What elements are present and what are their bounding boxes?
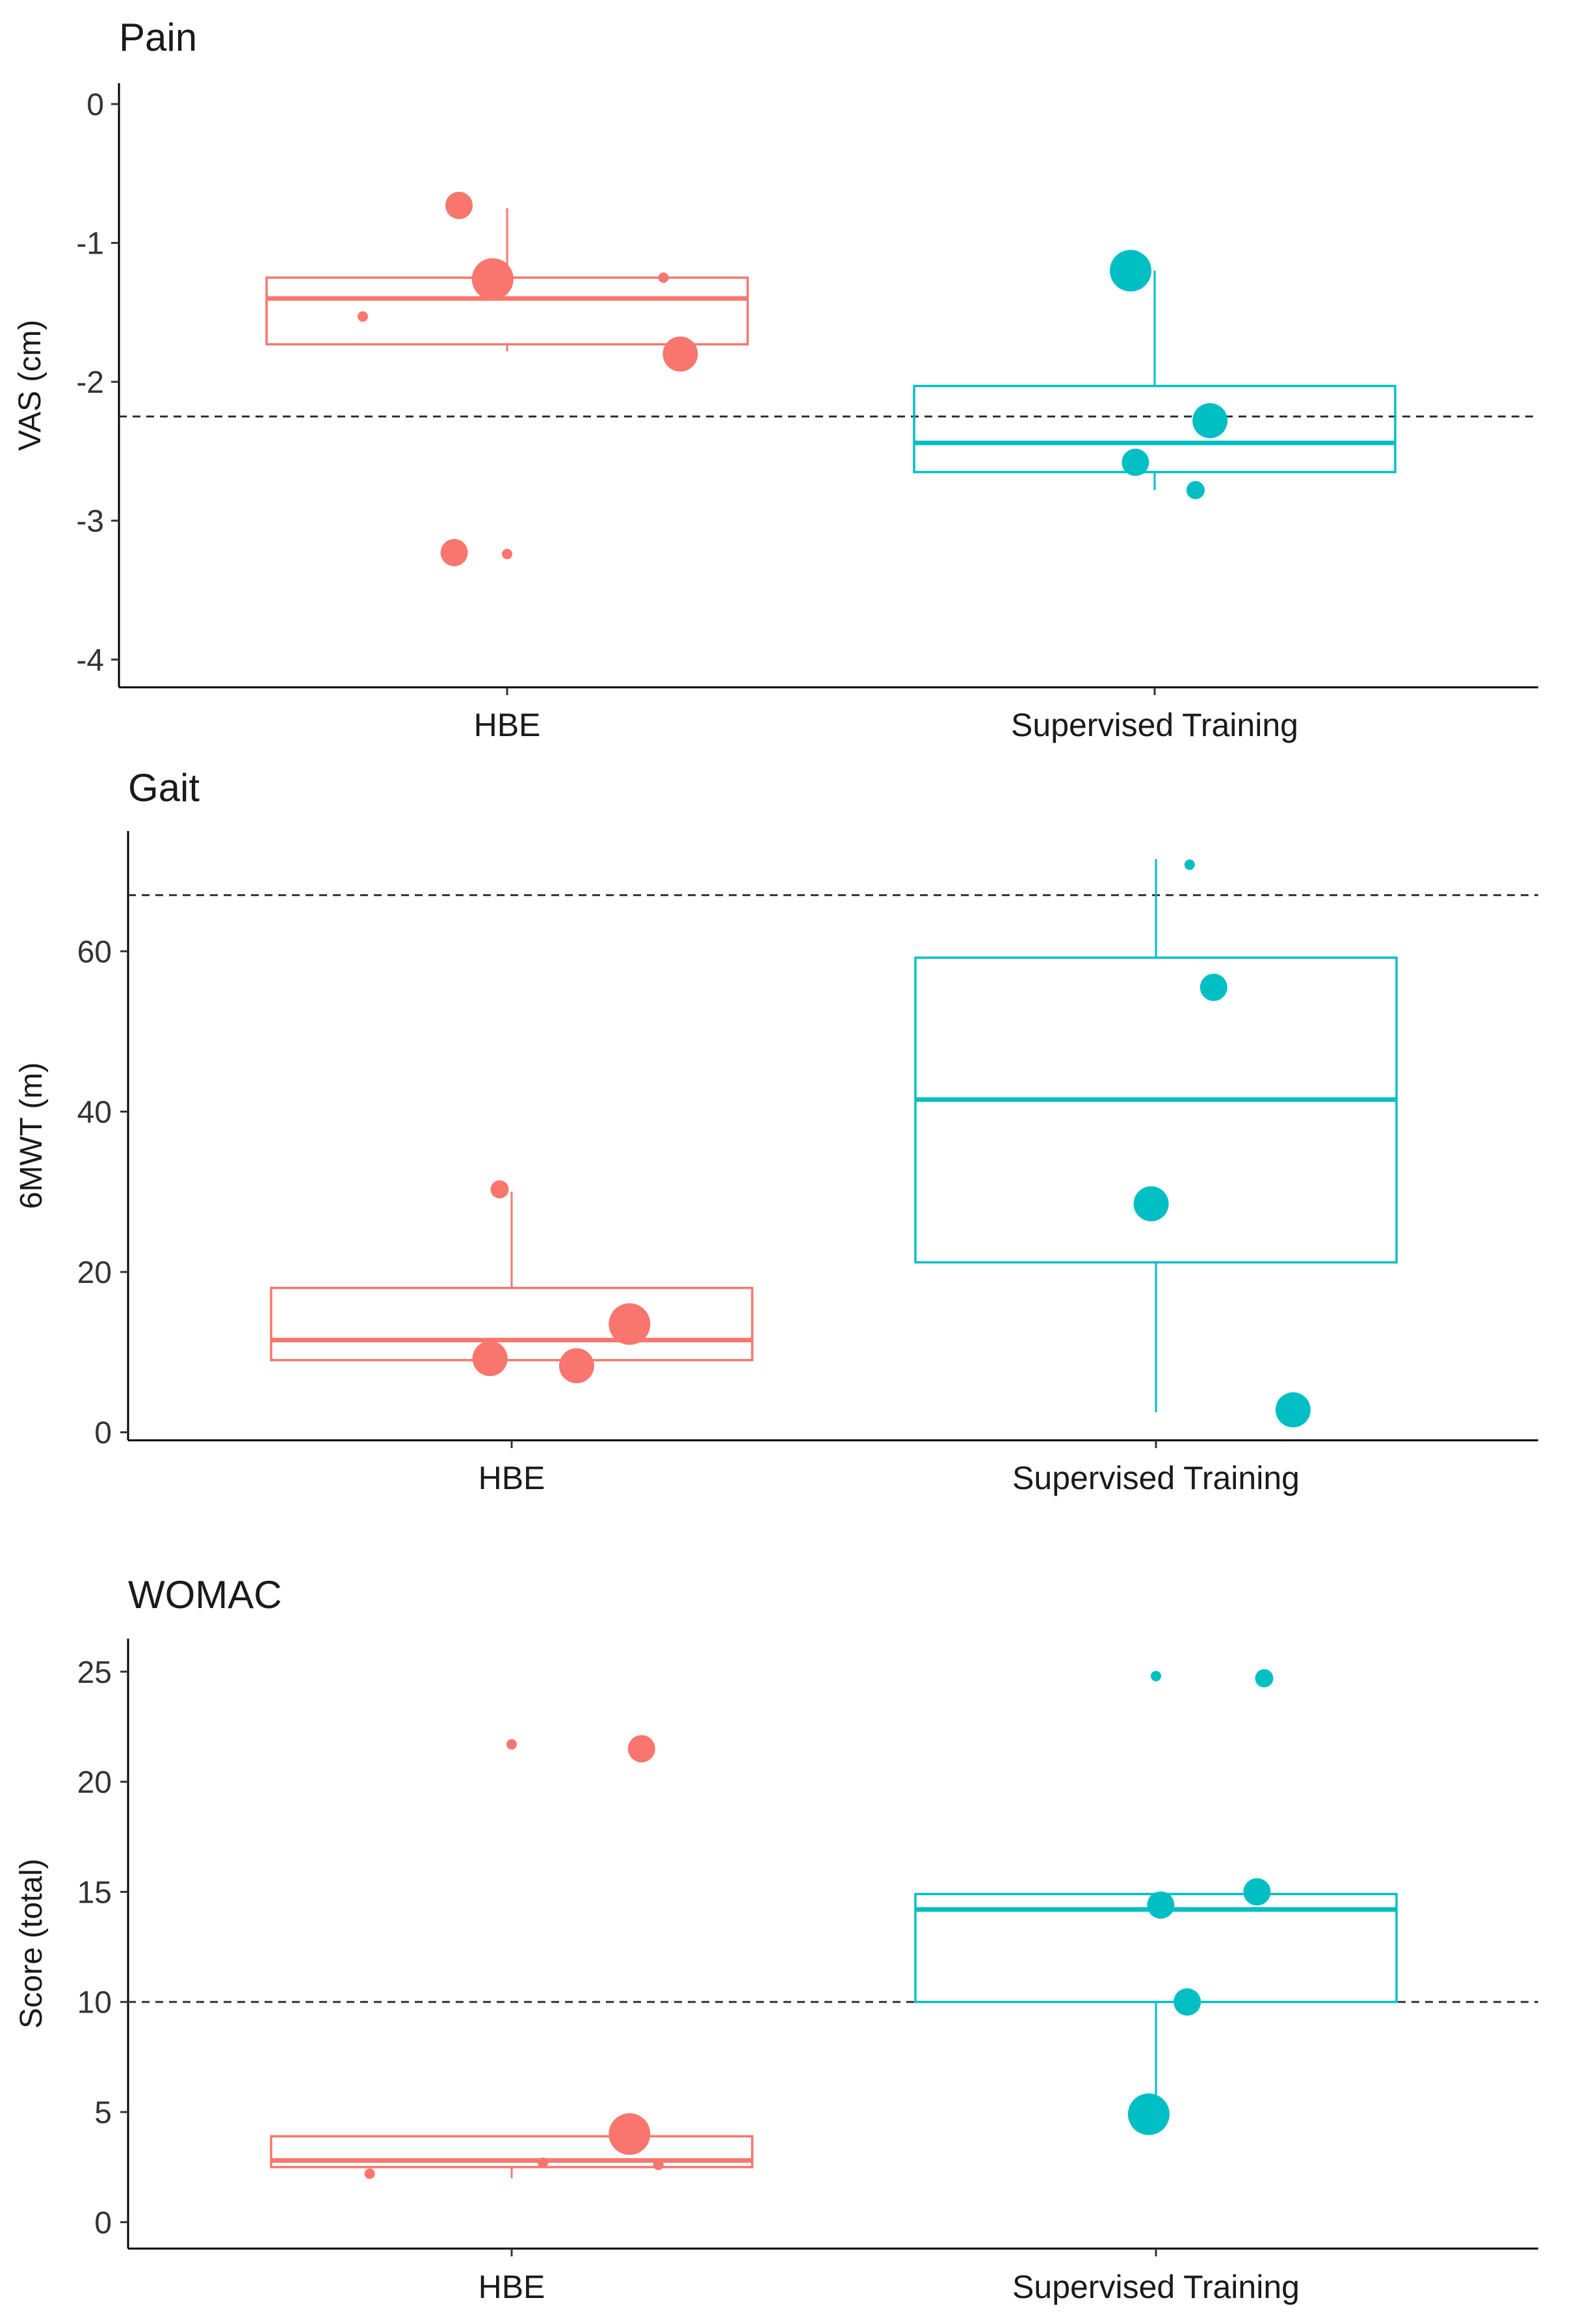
category-label: Supervised Training [1012,1460,1300,1496]
data-point [1275,1392,1311,1428]
category-label: HBE [474,707,541,743]
series-supervised-training: Supervised Training [913,250,1397,743]
data-point [1255,1669,1274,1687]
data-point [1184,859,1195,870]
y-tick-label: 0 [94,2206,112,2240]
data-point [627,1735,655,1763]
data-point [1151,1670,1161,1682]
data-point [1200,973,1227,1001]
series-hbe: HBE [265,191,749,743]
data-point [1192,403,1228,438]
y-tick-label: 40 [77,1096,112,1130]
data-point [471,258,514,300]
data-point [558,1348,594,1384]
y-tick-label: 5 [94,2096,112,2130]
y-tick-label: 20 [77,1765,112,1800]
y-tick-label: -2 [76,365,104,400]
y-axis-label: 6MWT (m) [14,1063,49,1209]
data-point [502,548,512,559]
data-point [472,1341,508,1377]
iqr-box [270,1287,754,1362]
series-hbe: HBE [270,1735,754,2305]
iqr-box [914,957,1398,1264]
category-label: Supervised Training [1012,2269,1300,2305]
panel-title: Pain [119,16,197,59]
panel-title: WOMAC [128,1573,282,1617]
panel-gait: Gait 6MWT (m) 0 20 40 60 HBE Supervised Trainin… [14,766,1538,1496]
data-point [440,538,468,566]
y-tick-label: 0 [86,88,104,122]
series-hbe: HBE [270,1180,754,1496]
category-label: HBE [479,1460,545,1496]
panel-pain: Pain VAS (cm) 0 -1 -2 -3 -4 HBE Supervised Train… [13,16,1538,743]
data-point [506,1739,517,1750]
data-point [1133,1186,1169,1222]
data-point [1174,1988,1201,2016]
y-tick-label: -4 [76,643,104,678]
data-point [1110,250,1151,292]
series-supervised-training: Supervised Training [914,859,1398,1496]
data-point [538,2157,549,2168]
data-point [658,272,669,283]
data-point [1121,449,1149,477]
data-point [1243,1878,1271,1906]
panel-womac: WOMAC Score (total) 0 5 10 15 20 25 HBE Supervise… [14,1573,1538,2305]
y-axis-label: VAS (cm) [13,320,47,451]
y-tick-label: -3 [76,505,104,539]
data-point [662,336,698,372]
data-point [358,311,368,322]
series-supervised-training: Supervised Training [914,1669,1398,2305]
y-tick-label: 10 [77,1986,112,2020]
data-point [653,2159,664,2171]
y-tick-label: 60 [77,935,112,970]
category-label: HBE [479,2269,545,2305]
y-tick-label: 20 [77,1256,112,1290]
data-point [445,191,473,219]
panel-title: Gait [128,766,200,810]
iqr-box [270,2135,754,2169]
category-label: Supervised Training [1011,707,1298,743]
data-point [1147,1891,1175,1919]
data-point [1186,481,1205,499]
y-tick-label: 25 [77,1656,112,1690]
data-point [364,2168,375,2179]
y-tick-label: 15 [77,1875,112,1910]
data-point [609,1303,651,1345]
y-tick-label: 0 [94,1416,112,1451]
y-tick-label: -1 [76,227,104,261]
data-point [609,2113,651,2155]
panels-layer: Pain VAS (cm) 0 -1 -2 -3 -4 HBE Supervised Train… [13,16,1538,2305]
data-point [490,1180,509,1199]
data-point [1127,2093,1170,2135]
y-axis-label: Score (total) [14,1858,49,2028]
iqr-box [913,384,1397,473]
